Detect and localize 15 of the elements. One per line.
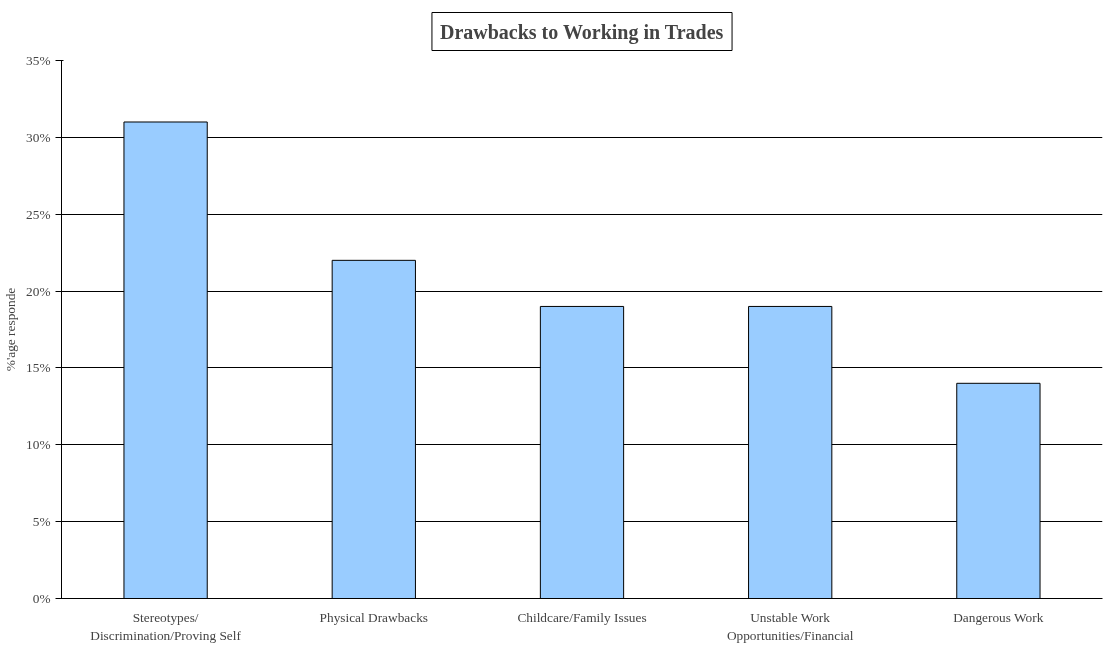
x-tick-label: Dangerous Work	[953, 609, 1044, 625]
y-tick-label: 10%	[26, 437, 51, 453]
y-tick-label: 15%	[26, 360, 51, 376]
y-tick-label: 25%	[26, 206, 51, 222]
chart-title: Drawbacks to Working in Trades	[439, 20, 724, 44]
x-tick-label: Stereotypes/ Discrimination/Proving Self	[90, 609, 242, 643]
y-tick-label: 5%	[32, 514, 51, 530]
y-tick-label: 35%	[26, 53, 51, 68]
y-tick-label: 30%	[26, 129, 51, 145]
x-tick-label: Childcare/Family Issues	[517, 609, 647, 625]
y-tick-label: 0%	[32, 591, 51, 606]
x-tick-label: Unstable Work Opportunities/Financial	[726, 609, 854, 643]
y-tick-label: 20%	[26, 283, 51, 299]
x-tick-label: Physical Drawbacks	[319, 609, 429, 625]
y-axis-title: %'age responde	[3, 287, 19, 372]
